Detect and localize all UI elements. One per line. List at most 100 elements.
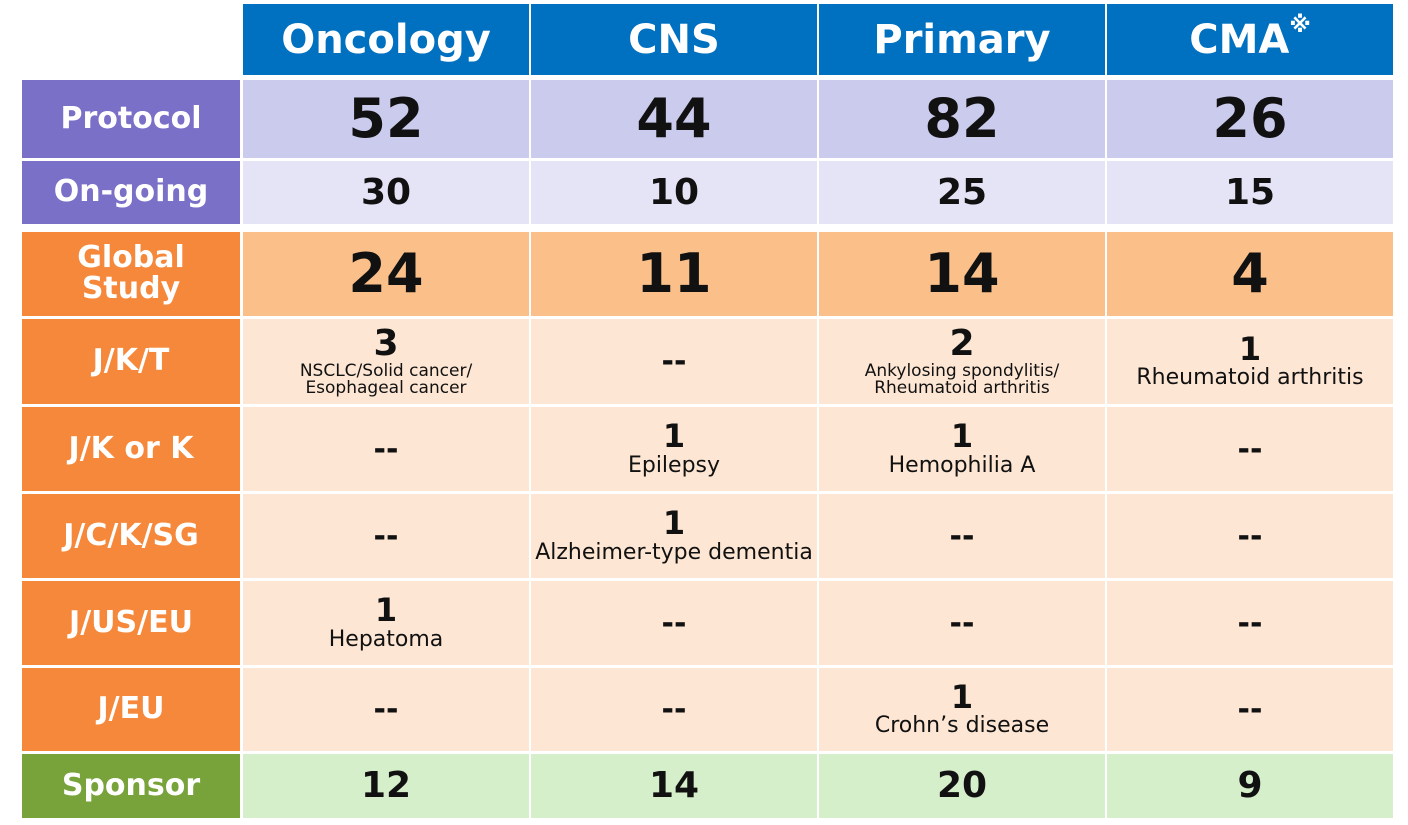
count-value: 10 — [648, 171, 700, 213]
empty-dash: -- — [1237, 431, 1263, 467]
count-value: 24 — [348, 242, 424, 305]
row-label-text: J/US/EU — [69, 604, 193, 640]
count-value: 4 — [1231, 242, 1269, 305]
value-cell-j-us-eu-primary: -- — [819, 581, 1105, 665]
count-value: 11 — [636, 242, 712, 305]
empty-dash: -- — [1237, 518, 1263, 554]
value-cell-j-k-or-k-primary: 1 Hemophilia A — [819, 407, 1105, 491]
row-label-text: J/K/T — [92, 343, 170, 379]
value-cell-j-c-k-sg-cns: 1 Alzheimer-type dementia — [531, 494, 817, 578]
value-cell-j-k-t-primary: 2 Ankylosing spondylitis/ Rheumatoid arth… — [819, 319, 1105, 404]
count-value: 25 — [936, 171, 988, 213]
column-header-oncology: Oncology — [243, 4, 529, 75]
row-label-j-us-eu: J/US/EU — [22, 581, 240, 665]
value-cell-protocol-cns: 44 — [531, 80, 817, 158]
count-value: 26 — [1212, 87, 1288, 150]
empty-dash: -- — [949, 605, 975, 641]
row-label-text: J/C/K/SG — [63, 517, 199, 553]
count-value: 82 — [924, 87, 1000, 150]
row-label-j-c-k-sg: J/C/K/SG — [22, 494, 240, 578]
column-header-label: Oncology — [281, 16, 491, 63]
column-header-label: CNS — [628, 16, 720, 63]
value-cell-j-eu-cma: -- — [1107, 668, 1393, 751]
count-value: 12 — [360, 765, 412, 806]
row-label-j-k-t: J/K/T — [22, 319, 240, 404]
value-cell-j-eu-oncology: -- — [243, 668, 529, 751]
count-value: 1 — [662, 504, 686, 543]
indication-text: Ankylosing spondylitis/ Rheumatoid arthr… — [864, 360, 1060, 399]
empty-dash: -- — [661, 605, 687, 641]
value-cell-global-study-cma: 4 — [1107, 232, 1393, 316]
value-cell-sponsor-cma: 9 — [1107, 754, 1393, 818]
row-label-text: J/EU — [97, 691, 165, 727]
column-header-primary: Primary — [819, 4, 1105, 75]
column-header-label: CMA※ — [1189, 12, 1311, 63]
value-cell-on-going-cma: 15 — [1107, 161, 1393, 224]
cma-note-mark: ※ — [1289, 12, 1311, 38]
value-cell-on-going-cns: 10 — [531, 161, 817, 224]
indication-text: Alzheimer-type dementia — [535, 539, 813, 565]
count-value: 44 — [636, 87, 712, 150]
row-label-text: Protocol — [60, 100, 202, 136]
value-cell-j-k-or-k-oncology: -- — [243, 407, 529, 491]
indication-text: Hemophilia A — [888, 452, 1036, 478]
count-value: 14 — [924, 242, 1000, 305]
empty-dash: -- — [1237, 605, 1263, 641]
value-cell-j-k-or-k-cns: 1 Epilepsy — [531, 407, 817, 491]
row-label-protocol: Protocol — [22, 80, 240, 158]
indication-text: Hepatoma — [328, 626, 444, 652]
value-cell-j-c-k-sg-cma: -- — [1107, 494, 1393, 578]
indication-text: Crohn’s disease — [874, 713, 1050, 739]
value-cell-j-us-eu-cns: -- — [531, 581, 817, 665]
count-value: 1 — [1238, 329, 1262, 368]
row-label-sponsor: Sponsor — [22, 754, 240, 818]
row-label-on-going: On-going — [22, 161, 240, 224]
count-value: 20 — [936, 765, 988, 806]
column-header-cma: CMA※ — [1107, 4, 1393, 75]
value-cell-j-k-t-oncology: 3 NSCLC/Solid cancer/ Esophageal cancer — [243, 319, 529, 404]
indication-text: NSCLC/Solid cancer/ Esophageal cancer — [299, 360, 473, 399]
row-label-text: On-going — [53, 174, 209, 210]
count-value: 2 — [949, 322, 975, 364]
empty-dash: -- — [949, 518, 975, 554]
empty-dash: -- — [661, 344, 687, 379]
count-value: 1 — [662, 417, 686, 456]
row-label-global-study: Global Study — [22, 232, 240, 316]
count-value: 1 — [950, 677, 974, 716]
value-cell-global-study-cns: 11 — [531, 232, 817, 316]
value-cell-j-eu-cns: -- — [531, 668, 817, 751]
value-cell-j-k-t-cns: -- — [531, 319, 817, 404]
value-cell-j-k-or-k-cma: -- — [1107, 407, 1393, 491]
row-label-text: J/K or K — [68, 430, 194, 466]
count-value: 3 — [373, 322, 399, 364]
value-cell-on-going-oncology: 30 — [243, 161, 529, 224]
value-cell-global-study-primary: 14 — [819, 232, 1105, 316]
value-cell-j-us-eu-cma: -- — [1107, 581, 1393, 665]
count-value: 15 — [1224, 171, 1276, 213]
value-cell-j-k-t-cma: 1 Rheumatoid arthritis — [1107, 319, 1393, 404]
value-cell-protocol-oncology: 52 — [243, 80, 529, 158]
value-cell-j-us-eu-oncology: 1 Hepatoma — [243, 581, 529, 665]
count-value: 1 — [950, 417, 974, 456]
value-cell-sponsor-cns: 14 — [531, 754, 817, 818]
value-cell-j-c-k-sg-oncology: -- — [243, 494, 529, 578]
count-value: 9 — [1237, 765, 1263, 806]
value-cell-sponsor-primary: 20 — [819, 754, 1105, 818]
count-value: 30 — [360, 171, 412, 213]
empty-dash: -- — [661, 692, 687, 727]
value-cell-global-study-oncology: 24 — [243, 232, 529, 316]
empty-dash: -- — [373, 518, 399, 554]
empty-dash: -- — [1237, 692, 1263, 727]
row-label-text: Sponsor — [61, 767, 201, 803]
row-label-text: Global Study — [77, 240, 185, 306]
empty-dash: -- — [373, 431, 399, 467]
indication-text: Rheumatoid arthritis — [1136, 365, 1364, 391]
count-value: 1 — [374, 591, 398, 630]
count-value: 52 — [348, 87, 424, 150]
value-cell-protocol-primary: 82 — [819, 80, 1105, 158]
empty-dash: -- — [373, 692, 399, 727]
value-cell-protocol-cma: 26 — [1107, 80, 1393, 158]
column-header-cns: CNS — [531, 4, 817, 75]
row-label-j-k-or-k: J/K or K — [22, 407, 240, 491]
